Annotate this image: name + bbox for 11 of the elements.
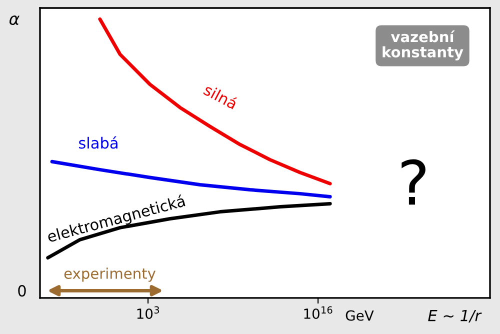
y-axis-title: α: [10, 16, 20, 26]
text: silná: [202, 82, 238, 110]
annotation: ?: [402, 159, 426, 205]
series-label: slabá: [79, 136, 118, 149]
x-tick-label: 10$^{16}$: [304, 306, 332, 319]
annotation: experimenty: [64, 268, 156, 282]
x-axis-title: E ~ 1/r: [428, 310, 482, 323]
x-tick-label: 10$^{3}$: [137, 306, 160, 319]
text: GeV: [346, 310, 374, 321]
text: 0: [18, 285, 26, 297]
annotation: vazební konstanty: [382, 30, 464, 60]
